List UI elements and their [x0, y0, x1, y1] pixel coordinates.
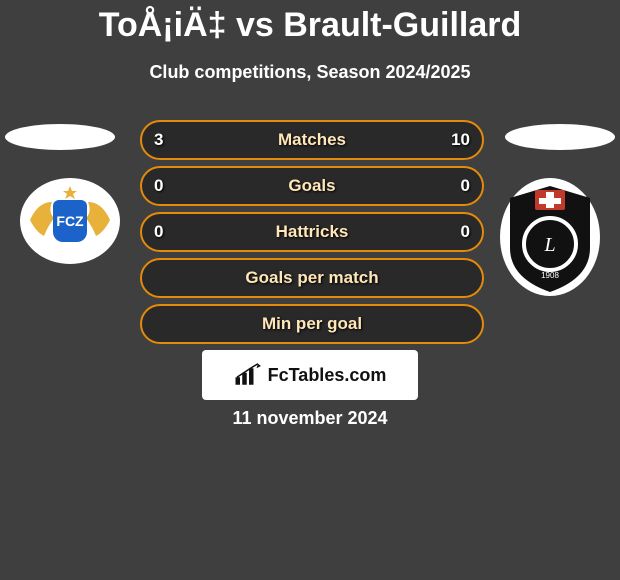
page-title: ToÅ¡iÄ‡ vs Brault-Guillard: [0, 6, 620, 45]
stat-label: Min per goal: [142, 306, 482, 342]
page-subtitle: Club competitions, Season 2024/2025: [0, 62, 620, 83]
stat-label: Matches: [142, 122, 482, 158]
svg-text:1908: 1908: [541, 271, 559, 280]
stat-row-goals-per-match: Goals per match: [140, 258, 484, 298]
stat-right: 10: [451, 122, 470, 158]
player-chip-left: [5, 124, 115, 150]
stat-row-matches: 3Matches10: [140, 120, 484, 160]
stat-row-min-per-goal: Min per goal: [140, 304, 484, 344]
fctables-badge[interactable]: FcTables.com: [202, 350, 418, 400]
stat-right: 0: [461, 168, 470, 204]
stat-label: Hattricks: [142, 214, 482, 250]
crest-left: FCZ: [20, 178, 120, 264]
stat-row-hattricks: 0Hattricks0: [140, 212, 484, 252]
lugano-monogram: L: [543, 234, 555, 256]
stat-label: Goals: [142, 168, 482, 204]
fcz-abbr: FCZ: [56, 213, 83, 229]
bars-icon: [234, 363, 264, 387]
fctables-label: FcTables.com: [268, 365, 387, 386]
fcz-shield: FCZ: [53, 200, 87, 242]
stat-label: Goals per match: [142, 260, 482, 296]
stat-right: 0: [461, 214, 470, 250]
player-chip-right: [505, 124, 615, 150]
page-date: 11 november 2024: [0, 408, 620, 429]
stat-row-goals: 0Goals0: [140, 166, 484, 206]
crest-right: L 1908: [500, 178, 600, 296]
